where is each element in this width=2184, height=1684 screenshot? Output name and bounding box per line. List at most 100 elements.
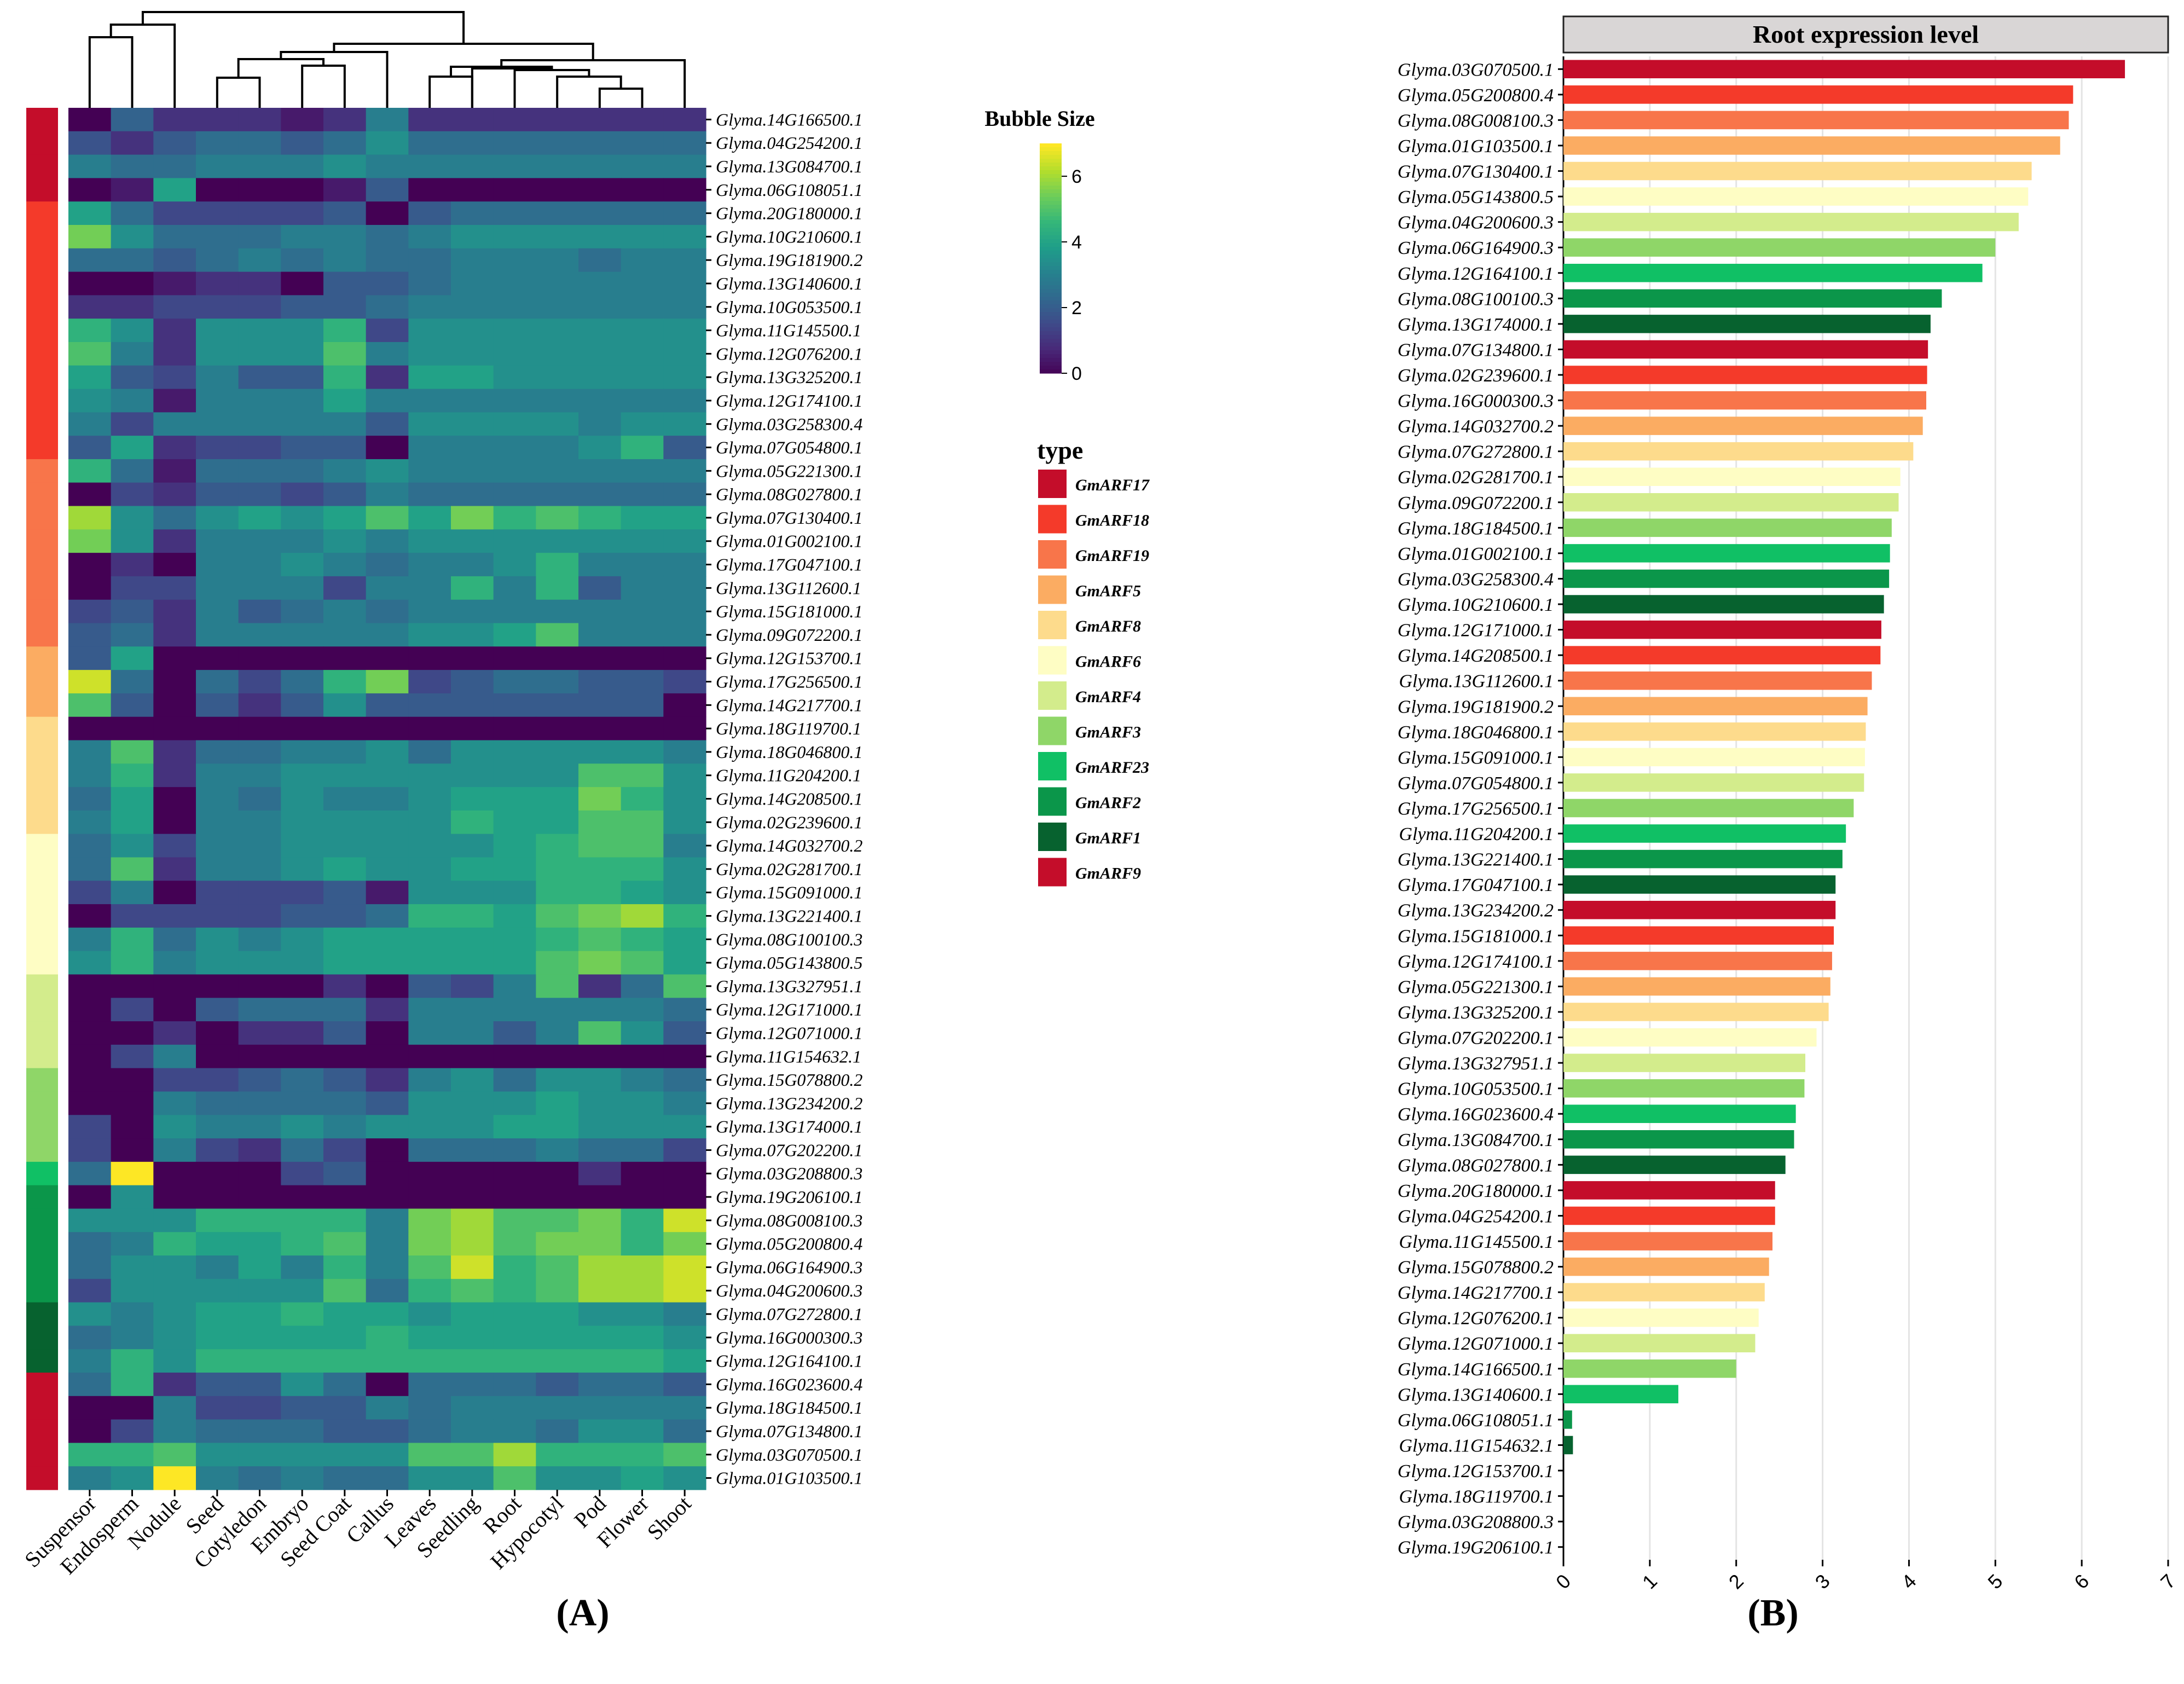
- row-label: Glyma.14G217700.1: [716, 695, 862, 715]
- row-label: Glyma.05G200800.4: [716, 1234, 862, 1254]
- heatmap-cell: [153, 1373, 196, 1397]
- x-axis-ticks: 0 1 2 3 4 5 6 7: [1551, 1560, 2180, 1593]
- heatmap-cell: [238, 248, 281, 273]
- heatmap-cell: [68, 1161, 112, 1186]
- row-label: Glyma.14G166500.1: [716, 109, 862, 129]
- heatmap-cell: [196, 1044, 239, 1069]
- heatmap-cell: [451, 1396, 494, 1420]
- heatmap-cell: [621, 576, 664, 600]
- heatmap-cell: [111, 576, 154, 600]
- heatmap-cell: [578, 1161, 622, 1186]
- row-label: Glyma.03G208800.3: [716, 1164, 862, 1183]
- heatmap-cell: [493, 857, 536, 881]
- row-label: Glyma.13G140600.1: [716, 274, 862, 293]
- heatmap-cell: [281, 389, 324, 413]
- heatmap-cell: [281, 1443, 324, 1467]
- heatmap-cell: [153, 248, 196, 273]
- heatmap-cell: [238, 108, 281, 132]
- heatmap-cell: [111, 670, 154, 694]
- category-label: Glyma.13G234200.2: [1398, 901, 1554, 921]
- heatmap-cell: [323, 1138, 367, 1162]
- heatmap-cell: [111, 1044, 154, 1069]
- colorbar-segment: [1040, 212, 1062, 217]
- colorbar-segment: [1040, 281, 1062, 286]
- colorbar-segment: [1040, 277, 1062, 282]
- category-label: Glyma.07G202200.1: [1398, 1028, 1554, 1049]
- heatmap-cell: [281, 693, 324, 717]
- heatmap-cell: [578, 1255, 622, 1280]
- heatmap-cell: [493, 506, 536, 530]
- heatmap-cell: [153, 1044, 196, 1069]
- heatmap-cell: [451, 553, 494, 577]
- heatmap-cell: [281, 881, 324, 905]
- heatmap-cell: [281, 623, 324, 647]
- heatmap-cell: [578, 459, 622, 483]
- heatmap-cell: [281, 1208, 324, 1232]
- heatmap-cell: [493, 693, 536, 717]
- bar-title-strip: Root expression level: [1562, 15, 2169, 54]
- colorbar-segment: [1040, 197, 1062, 201]
- heatmap-cell: [663, 1373, 706, 1397]
- heatmap-cell: [578, 365, 622, 390]
- row-group-marker: [26, 1232, 58, 1256]
- heatmap-cell: [663, 1138, 706, 1162]
- category-label: Glyma.07G272800.1: [1398, 442, 1554, 462]
- category-label: Glyma.14G208500.1: [1398, 646, 1554, 666]
- heatmap-cell: [451, 201, 494, 225]
- heatmap-cell: [451, 529, 494, 553]
- heatmap-cell: [663, 927, 706, 952]
- heatmap-cell: [663, 389, 706, 413]
- row-label: Glyma.07G272800.1: [716, 1304, 862, 1324]
- heatmap-cell: [578, 224, 622, 249]
- heatmap-cell: [621, 201, 664, 225]
- bar: [1563, 671, 1872, 690]
- row-group-marker: [26, 154, 58, 178]
- row-group-marker: [26, 904, 58, 928]
- title-strip: [1562, 15, 2169, 54]
- heatmap-cell: [68, 248, 112, 273]
- heatmap-cell: [578, 529, 622, 553]
- heatmap-cell: [366, 951, 409, 975]
- heatmap-cell: [408, 857, 451, 881]
- row-label: Glyma.02G281700.1: [716, 859, 862, 879]
- bar: [1563, 748, 1865, 767]
- row-label: Glyma.08G027800.1: [716, 484, 862, 504]
- heatmap-cell: [153, 342, 196, 366]
- heatmap-cell: [238, 998, 281, 1022]
- heatmap-cell: [493, 1185, 536, 1210]
- heatmap-cell: [153, 1185, 196, 1210]
- heatmap-cell: [196, 1161, 239, 1186]
- heatmap-cell: [196, 248, 239, 273]
- heatmap-cell: [621, 319, 664, 343]
- bar: [1563, 161, 2032, 181]
- heatmap-cell: [153, 1302, 196, 1327]
- heatmap-cell: [578, 342, 622, 366]
- heatmap-cell: [323, 670, 367, 694]
- row-label: Glyma.15G181000.1: [716, 601, 862, 621]
- heatmap-cell: [536, 1466, 579, 1490]
- heatmap-cell: [408, 576, 451, 600]
- colorbar-segment: [1040, 254, 1062, 259]
- bar: [1563, 875, 1836, 894]
- heatmap-cell: [663, 576, 706, 600]
- heatmap-cell: [663, 1021, 706, 1045]
- heatmap-cell: [281, 342, 324, 366]
- bar: [1563, 111, 2069, 130]
- heatmap-cell: [111, 131, 154, 155]
- heatmap-cell: [366, 1091, 409, 1115]
- heatmap-cell: [578, 482, 622, 507]
- heatmap-cell: [451, 974, 494, 998]
- heatmap-cell: [621, 1466, 664, 1490]
- heatmap-cell: [621, 131, 664, 155]
- heatmap-cell: [111, 1349, 154, 1373]
- bar: [1563, 900, 1836, 919]
- heatmap-cell: [238, 1255, 281, 1280]
- heatmap-column-labels: SuspensorEndospermNoduleSeedCotyledonEmb…: [20, 1490, 696, 1579]
- heatmap-cell: [493, 201, 536, 225]
- colorbar-segment: [1040, 369, 1062, 374]
- panel-a-heatmap: Glyma.14G166500.1 Glyma.04G254200.1 Glyma.…: [20, 11, 1150, 1634]
- dendrogram-link: [141, 11, 465, 44]
- heatmap-cell: [451, 904, 494, 928]
- heatmap-cell: [578, 178, 622, 202]
- heatmap-cell: [451, 576, 494, 600]
